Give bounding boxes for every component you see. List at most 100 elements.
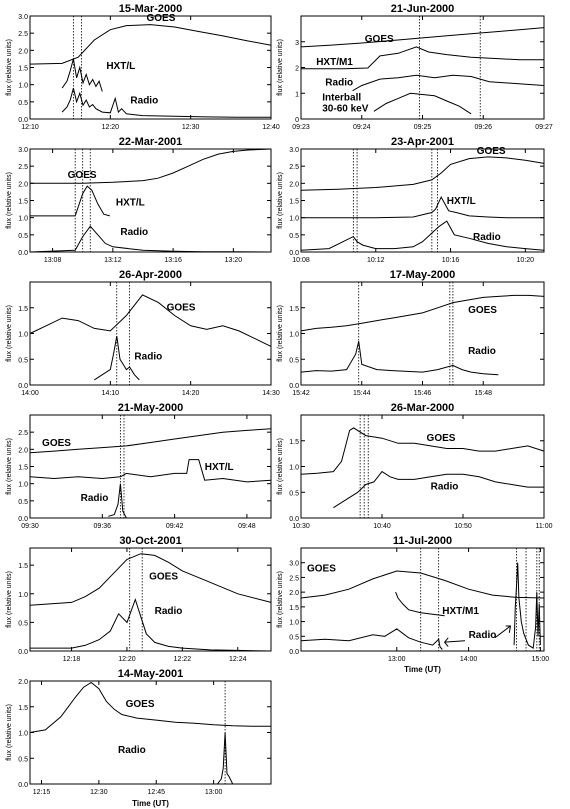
y-tick-label: 0.0 — [289, 250, 299, 257]
series-label: GOES — [68, 170, 97, 181]
series-line-hxt-l — [61, 58, 103, 92]
y-tick-label: 0.0 — [18, 782, 28, 789]
chart-title: 30-Oct-2001 — [119, 535, 181, 547]
y-tick-label: 2.5 — [289, 164, 299, 171]
x-tick-label: 13:12 — [104, 257, 122, 264]
y-tick-label: 3.0 — [289, 147, 299, 154]
chart-title: 22-Mar-2001 — [119, 136, 183, 148]
y-tick-label: 2.5 — [18, 164, 28, 171]
y-tick-label: 1.0 — [18, 332, 28, 339]
y-axis-label: flux (relative units) — [277, 438, 284, 495]
y-tick-label: 1.0 — [18, 83, 28, 90]
series-label: GOES — [149, 571, 178, 582]
y-tick-label: 1.5 — [18, 66, 28, 73]
x-tick-label: 15:44 — [353, 390, 371, 397]
y-tick-label: 0.0 — [18, 516, 28, 523]
x-tick-label: 12:20 — [118, 656, 136, 663]
series-line-goes — [300, 156, 545, 191]
series-line-radio — [61, 87, 271, 118]
y-tick-label: 0.5 — [289, 233, 299, 240]
x-tick-label: 10:20 — [517, 257, 535, 264]
y-tick-label: 0.0 — [289, 383, 299, 390]
series-label: Radio — [469, 630, 497, 641]
series-line-radio — [30, 597, 272, 652]
arrow-right — [494, 625, 511, 639]
x-tick-label: 09:27 — [535, 124, 553, 131]
series-label: Radio — [118, 745, 146, 756]
series-line-hxt-l — [30, 185, 110, 217]
series-line-goes — [300, 294, 545, 332]
y-tick-label: 1.5 — [18, 465, 28, 472]
series-line-interball-30-60-kev — [373, 92, 472, 115]
x-tick-label: 12:40 — [262, 124, 280, 131]
y-tick-label: 2.0 — [18, 181, 28, 188]
y-tick-label: 0.5 — [18, 620, 28, 627]
arrow-left — [444, 640, 466, 643]
y-tick-label: 0.0 — [18, 250, 28, 257]
y-axis-label: flux (relative units) — [6, 438, 13, 495]
series-line-goes — [29, 681, 271, 733]
y-tick-label: 2.5 — [18, 31, 28, 38]
y-tick-label: 1.0 — [18, 592, 28, 599]
x-tick-label: 14:30 — [262, 390, 280, 397]
chart-title: 26-Apr-2000 — [119, 269, 182, 281]
x-tick-label: 10:16 — [442, 257, 460, 264]
series-line-hxt-l — [301, 195, 544, 219]
y-tick-label: 0.0 — [18, 117, 28, 124]
series-label: HXT/M1 — [316, 57, 353, 68]
series-label: GOES — [167, 302, 196, 313]
chart-panel-2: 21-Jun-2000 0 1 2 3 09:23 09:24 09:25 09:26 09:27… — [277, 3, 553, 131]
chart-panel-4: 23-Apr-2001 0.0 0.5 1.0 1.5 2.0 2.5 3.0 10:08 10:… — [277, 136, 545, 264]
series-label: HXT/L — [447, 196, 476, 207]
series-label: Radio — [325, 78, 353, 89]
x-tick-label: 12:18 — [63, 656, 81, 663]
chart-title: 21-Jun-2000 — [391, 3, 455, 15]
series-label: Radio — [120, 227, 148, 238]
chart-panel-11: 14-May-2001 0.0 0.5 1.0 1.5 2.0 12:15 12:30 12:4… — [6, 668, 272, 796]
y-tick-label: 2.5 — [289, 575, 299, 582]
arrow-left-head — [443, 637, 449, 647]
x-tick-label: 10:50 — [454, 523, 472, 530]
x-tick-label: 10:08 — [292, 257, 310, 264]
y-tick-label: 1.0 — [18, 482, 28, 489]
x-tick-label: 09:25 — [414, 124, 432, 131]
series-line-radio — [29, 225, 272, 253]
y-tick-label: 3.0 — [18, 147, 28, 154]
y-tick-label: 1.5 — [289, 199, 299, 206]
y-axis-label: flux (relative units) — [6, 704, 13, 761]
chart-title: 17-May-2000 — [390, 269, 455, 281]
y-tick-label: 3.0 — [289, 561, 299, 568]
x-tick-label: 15:00 — [532, 656, 550, 663]
y-axis-label: flux (relative units) — [277, 172, 284, 229]
y-tick-label: 1.0 — [18, 731, 28, 738]
x-tick-label: 12:22 — [174, 656, 192, 663]
x-tick-label: 13:20 — [225, 257, 243, 264]
y-tick-label: 0.0 — [289, 649, 299, 656]
y-tick-label: 1.0 — [289, 332, 299, 339]
series-label: Radio — [134, 351, 162, 362]
x-tick-label: 10:30 — [292, 523, 310, 530]
series-label: Radio — [473, 232, 501, 243]
x-tick-label: 09:42 — [166, 523, 184, 530]
chart-panel-7: 21-May-2000 0.0 0.5 1.0 1.5 2.0 2.5 09:30 09:36 0… — [6, 402, 272, 530]
y-tick-label: 0.5 — [18, 499, 28, 506]
chart-panel-10: 11-Jul-2000 0.0 0.5 1.0 1.5 2.0 2.5 3.0 13:00 14:… — [277, 535, 549, 663]
series-line-goes — [30, 148, 272, 184]
x-tick-label: 12:45 — [147, 789, 165, 796]
y-tick-label: 0.0 — [289, 516, 299, 523]
series-line-hxt-l — [29, 459, 272, 483]
x-tick-label: 14:00 — [21, 390, 39, 397]
y-tick-label: 0.5 — [289, 357, 299, 364]
y-tick-label: 1.5 — [289, 306, 299, 313]
plot-frame — [29, 680, 272, 785]
x-tick-label: 09:30 — [21, 523, 39, 530]
series-label: 30-60 keV — [322, 103, 368, 114]
y-axis-label: flux (relative units) — [277, 571, 284, 628]
chart-title: 15-Mar-2000 — [119, 3, 183, 15]
series-label: HXT/L — [205, 462, 234, 473]
y-tick-label: 0.5 — [18, 357, 28, 364]
y-tick-label: 1.5 — [289, 605, 299, 612]
x-tick-label: 10:40 — [373, 523, 391, 530]
arrows — [443, 625, 512, 647]
